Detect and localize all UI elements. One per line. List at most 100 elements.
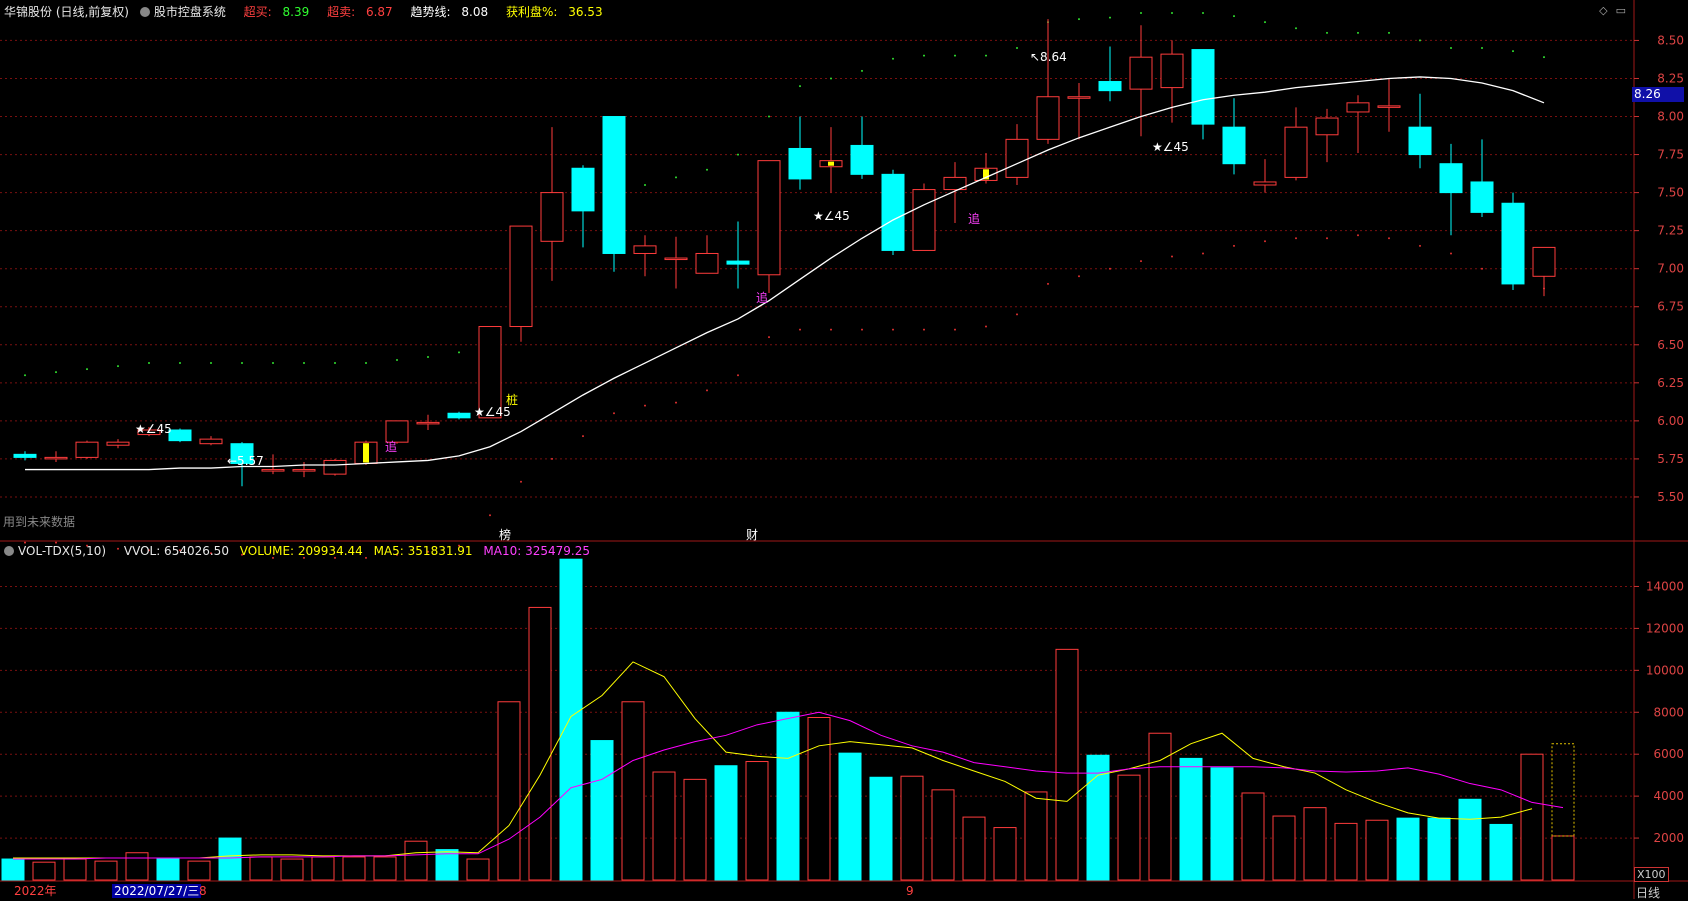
volume-ma-lines — [13, 661, 1564, 860]
upper-band-dot — [706, 168, 708, 171]
candle-body — [447, 412, 471, 419]
price-tick-label: 8.00 — [1657, 110, 1684, 124]
ma10-line — [13, 711, 1564, 860]
upper-band-dot — [1171, 12, 1173, 15]
upper-band-dot — [1109, 16, 1111, 19]
volume-bar — [1303, 807, 1327, 881]
volume-bar — [125, 852, 149, 881]
lower-band-dot — [334, 556, 336, 559]
volume-bar — [1179, 757, 1203, 881]
lower-band-dot — [365, 556, 367, 559]
price-tick-label: 5.50 — [1657, 490, 1684, 504]
candle-series — [13, 19, 1556, 487]
volume-bar — [776, 711, 800, 881]
lower-band-dot — [303, 556, 305, 559]
lower-band-dot — [644, 404, 646, 407]
lower-band-dot — [1016, 313, 1018, 316]
upper-band-dot — [1357, 31, 1359, 34]
candle-body — [726, 260, 750, 265]
volume-indicator-label: VOL-TDX(5,10) — [18, 544, 107, 558]
candle-body — [1532, 246, 1556, 277]
upper-band-dot — [86, 368, 88, 371]
price-tick-label: 8.50 — [1657, 33, 1684, 47]
trend-readout: 趋势线: 8.08 — [411, 5, 496, 19]
period-label[interactable]: 日线 — [1636, 886, 1661, 900]
price-tick-label: 8.25 — [1657, 71, 1684, 85]
candle-body — [1408, 126, 1432, 156]
upper-band-dot — [923, 54, 925, 57]
candle-body — [1098, 81, 1122, 92]
candle-body — [1315, 117, 1339, 136]
indicator-name[interactable]: 股市控盘系统 — [139, 5, 233, 19]
volume-bar — [838, 752, 862, 881]
settings-dot-icon[interactable] — [139, 7, 150, 17]
upper-band-dot — [55, 371, 57, 374]
buy-value: 8.39 — [282, 5, 310, 19]
candle-body — [168, 429, 192, 442]
upper-band-dot — [1078, 18, 1080, 21]
candle-body — [106, 441, 130, 446]
candle-body — [1129, 56, 1153, 90]
buy-label: 超买: — [243, 5, 272, 19]
candle-body — [1005, 138, 1029, 178]
sell-label: 超卖: — [327, 5, 356, 19]
lower-band-dot — [1357, 234, 1359, 237]
candle-body — [199, 438, 223, 445]
settings-dot-icon[interactable] — [4, 546, 14, 556]
volume-tick-label: 10000 — [1646, 663, 1684, 677]
diamond-icon[interactable]: ◇ — [1599, 4, 1608, 17]
price-tick-label: 7.50 — [1657, 186, 1684, 200]
upper-band-dot — [892, 57, 894, 60]
lower-band-dot — [1326, 237, 1328, 240]
maximize-icon[interactable]: ▭ — [1615, 4, 1626, 17]
upper-band-dot — [1450, 47, 1452, 50]
volume-tick-label: 12000 — [1646, 621, 1684, 635]
price-tick-label: 7.25 — [1657, 224, 1684, 238]
year-label: 2022年 — [14, 884, 57, 898]
sell-value: 6.87 — [365, 5, 393, 19]
stock-title[interactable]: 华锦股份 (日线,前复权) — [4, 5, 129, 19]
volume-bar — [1086, 754, 1110, 881]
ma5-line — [13, 661, 1533, 859]
candle-body — [75, 441, 99, 458]
lower-band-dot — [86, 544, 88, 547]
price-tick-label: 6.25 — [1657, 376, 1684, 390]
lower-band-dot — [1481, 267, 1483, 270]
candle-body — [602, 116, 626, 254]
lower-band-dot — [117, 547, 119, 550]
upper-band-dot — [1202, 12, 1204, 15]
candle-body — [478, 326, 502, 419]
trend-curve — [25, 76, 1545, 471]
volume-bar — [807, 717, 831, 881]
scale-x100-badge[interactable]: X100 — [1634, 867, 1669, 882]
volume-bar — [1396, 817, 1420, 881]
profit-value: 36.53 — [568, 5, 603, 19]
trend-line — [25, 76, 1545, 471]
volume-indicator-name[interactable]: VOL-TDX(5,10) — [4, 544, 113, 558]
volume-readout: VOLUME: 209934.44 — [239, 544, 363, 558]
upper-band-dot — [1295, 27, 1297, 30]
volume-bar — [1148, 732, 1172, 881]
volume-bar — [156, 858, 180, 881]
ma10-readout: MA10: 325479.25 — [483, 544, 590, 558]
lower-band-dot — [706, 389, 708, 392]
upper-band-dot — [675, 176, 677, 179]
zhui-signal: 追 — [385, 440, 398, 454]
bang-marker: 榜 — [499, 528, 512, 542]
upper-band-dot — [1481, 47, 1483, 50]
upper-band-dot — [334, 362, 336, 365]
volume-bar — [1024, 791, 1048, 881]
main-header: 华锦股份 (日线,前复权) 股市控盘系统 超买: 8.39 超卖: 6.87 趋… — [4, 3, 617, 19]
price-tick-label: 6.50 — [1657, 338, 1684, 352]
future-data-note: 用到未来数据 — [3, 515, 76, 529]
volume-bar — [1458, 798, 1482, 881]
volume-bars — [1, 558, 1575, 881]
volume-bar — [1210, 767, 1234, 881]
high-price-label: ↖8.64 — [1030, 50, 1067, 64]
price-tick-label: 6.00 — [1657, 414, 1684, 428]
cai-marker: 财 — [746, 528, 759, 542]
upper-band-dot — [1326, 31, 1328, 34]
lower-band-dot — [396, 553, 398, 556]
upper-band-dot — [24, 374, 26, 377]
lower-band-dot — [1140, 260, 1142, 263]
